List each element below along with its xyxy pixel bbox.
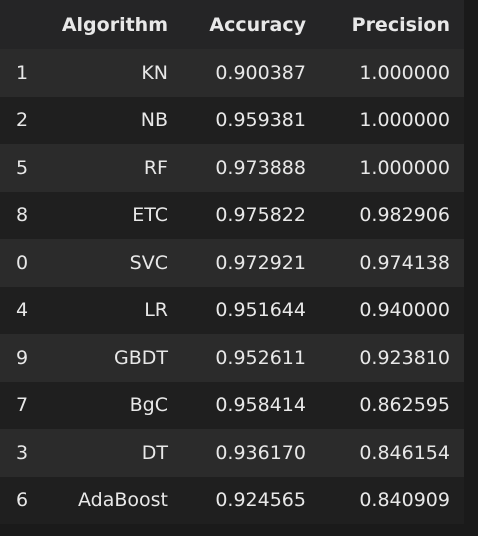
results-table: Algorithm Accuracy Precision 1 KN 0.9003…	[0, 0, 464, 524]
precision-cell: 1.000000	[359, 109, 450, 132]
table-row: 7 BgC 0.958414 0.862595	[0, 381, 464, 429]
row-index: 4	[16, 299, 29, 322]
index-header	[0, 0, 56, 49]
precision-header: Precision	[320, 0, 464, 49]
algorithm-cell: LR	[144, 299, 168, 322]
precision-cell: 1.000000	[359, 156, 450, 179]
accuracy-cell: 0.975822	[215, 204, 306, 227]
table-row: 3 DT 0.936170 0.846154	[0, 429, 464, 477]
algorithm-cell: GBDT	[114, 346, 168, 369]
accuracy-cell: 0.924565	[215, 489, 306, 512]
header-row: Algorithm Accuracy Precision	[0, 0, 464, 49]
accuracy-header: Accuracy	[182, 0, 320, 49]
algorithm-cell: ETC	[132, 204, 168, 227]
row-index: 2	[16, 109, 29, 132]
algorithm-cell: DT	[141, 441, 168, 464]
accuracy-cell: 0.952611	[215, 346, 306, 369]
accuracy-cell: 0.972921	[215, 251, 306, 274]
dataframe-output: Algorithm Accuracy Precision 1 KN 0.9003…	[0, 0, 464, 524]
accuracy-cell: 0.936170	[215, 441, 306, 464]
precision-cell: 0.923810	[359, 346, 450, 369]
precision-cell: 0.846154	[359, 441, 450, 464]
algorithm-cell: AdaBoost	[78, 489, 168, 512]
table-row: 0 SVC 0.972921 0.974138	[0, 239, 464, 287]
table-row: 8 ETC 0.975822 0.982906	[0, 191, 464, 239]
precision-cell: 1.000000	[359, 61, 450, 84]
row-index: 7	[16, 394, 29, 417]
precision-cell: 0.974138	[359, 251, 450, 274]
row-index: 3	[16, 441, 29, 464]
table-row: 9 GBDT 0.952611 0.923810	[0, 334, 464, 382]
row-index: 9	[16, 346, 29, 369]
precision-cell: 0.940000	[359, 299, 450, 322]
precision-cell: 0.982906	[359, 204, 450, 227]
table-row: 6 AdaBoost 0.924565 0.840909	[0, 476, 464, 524]
table-row: 1 KN 0.900387 1.000000	[0, 49, 464, 97]
row-index: 8	[16, 204, 29, 227]
table-row: 4 LR 0.951644 0.940000	[0, 286, 464, 334]
row-index: 5	[16, 156, 29, 179]
accuracy-cell: 0.973888	[215, 156, 306, 179]
algorithm-cell: NB	[140, 109, 168, 132]
accuracy-cell: 0.951644	[215, 299, 306, 322]
table-row: 5 RF 0.973888 1.000000	[0, 144, 464, 192]
row-index: 6	[16, 489, 29, 512]
precision-cell: 0.862595	[359, 394, 450, 417]
algorithm-cell: RF	[143, 156, 168, 179]
accuracy-cell: 0.900387	[215, 61, 306, 84]
algorithm-cell: BgC	[129, 394, 168, 417]
algorithm-cell: SVC	[129, 251, 168, 274]
accuracy-cell: 0.959381	[215, 109, 306, 132]
algorithm-header: Algorithm	[56, 0, 182, 49]
algorithm-cell: KN	[141, 61, 168, 84]
table-row: 2 NB 0.959381 1.000000	[0, 96, 464, 144]
precision-cell: 0.840909	[359, 489, 450, 512]
accuracy-cell: 0.958414	[215, 394, 306, 417]
row-index: 0	[16, 251, 29, 274]
row-index: 1	[16, 61, 29, 84]
